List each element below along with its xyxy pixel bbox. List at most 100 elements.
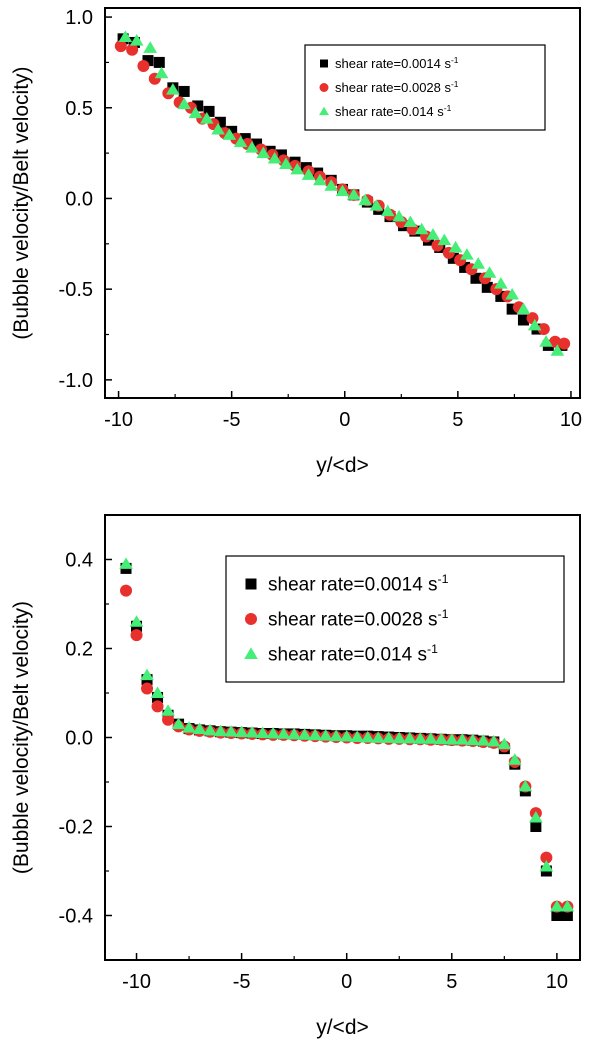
data-point — [214, 116, 226, 128]
data-point — [551, 910, 563, 921]
data-point — [251, 138, 263, 150]
data-point — [114, 40, 127, 53]
data-point — [129, 615, 144, 627]
data-point — [550, 900, 564, 912]
data-point — [161, 704, 175, 716]
data-point — [423, 732, 438, 744]
data-point — [508, 753, 522, 765]
data-point — [481, 281, 493, 293]
data-points — [114, 30, 571, 356]
y-tick-label: -1.0 — [59, 370, 93, 392]
x-axis-label: y/<d> — [316, 454, 369, 477]
legend: shear rate=0.0014 s-1 shear rate=0.0028 s… — [304, 44, 546, 131]
y-tick-label: 0.0 — [65, 188, 93, 210]
legend-label: shear rate=0.014 s-1 — [335, 103, 452, 119]
series-triangle — [118, 30, 565, 356]
data-point — [188, 106, 203, 119]
data-point — [518, 779, 533, 792]
data-point — [550, 344, 565, 356]
y-tick-label: -0.2 — [59, 817, 93, 839]
data-point — [540, 851, 553, 864]
data-point — [335, 184, 350, 197]
legend-marker — [245, 578, 257, 590]
data-points — [119, 557, 575, 921]
legend-marker — [244, 647, 258, 659]
data-point — [517, 314, 529, 326]
data-point — [437, 233, 452, 246]
y-tick-label: 1.0 — [65, 7, 93, 29]
data-point — [297, 728, 312, 740]
legend: shear rate=0.0014 s-1 shear rate=0.0028 s… — [225, 555, 565, 683]
x-tick-label: 0 — [339, 409, 350, 431]
data-point — [211, 122, 225, 135]
data-point — [213, 724, 228, 737]
x-tick-label: 0 — [341, 971, 352, 993]
data-point — [226, 125, 238, 137]
y-tick-label: 0.0 — [65, 728, 93, 750]
data-point — [529, 811, 543, 823]
data-point — [192, 722, 207, 734]
legend-box — [304, 44, 546, 131]
legend-label: shear rate=0.0014 s-1 — [335, 55, 459, 71]
x-tick-label: 10 — [560, 409, 582, 431]
data-point — [301, 168, 316, 180]
data-point — [222, 128, 237, 140]
data-point — [530, 821, 542, 832]
x-tick-label: 10 — [546, 971, 568, 993]
y-tick-label: -0.4 — [59, 906, 93, 928]
data-point — [476, 734, 491, 746]
data-point — [177, 97, 191, 110]
x-tick-label: 5 — [452, 409, 463, 431]
y-axis-label: (Bubble velocity/Belt velocity) — [10, 601, 33, 874]
data-point — [234, 725, 249, 738]
data-point — [381, 731, 396, 743]
data-point — [482, 266, 497, 278]
data-point — [403, 215, 418, 227]
y-tick-label: -0.5 — [59, 279, 93, 301]
legend-label-superscript: -1 — [438, 572, 449, 586]
data-point — [369, 199, 384, 211]
data-point — [142, 55, 154, 67]
data-point — [171, 717, 186, 730]
data-point — [313, 173, 327, 186]
data-point — [471, 257, 486, 269]
data-point — [561, 910, 573, 921]
data-point — [267, 151, 282, 164]
data-point — [455, 733, 470, 745]
data-point — [245, 726, 259, 738]
data-point — [371, 731, 386, 743]
data-point — [126, 43, 139, 56]
legend-label-superscript: -1 — [451, 79, 459, 89]
data-point — [426, 228, 440, 240]
data-point — [140, 668, 154, 681]
data-point — [459, 261, 471, 273]
legend-label: shear rate=0.0028 s-1 — [335, 79, 459, 95]
data-point — [448, 240, 463, 253]
data-point — [487, 734, 501, 747]
data-point — [380, 204, 395, 217]
data-point — [329, 729, 344, 742]
data-point — [505, 288, 519, 300]
data-point — [129, 34, 144, 46]
x-axis-label: y/<d> — [316, 1016, 369, 1039]
legend-label-superscript: -1 — [444, 103, 452, 113]
data-point — [414, 222, 429, 235]
data-point — [118, 30, 133, 42]
data-point — [256, 146, 271, 159]
data-point — [413, 732, 428, 744]
data-point — [137, 60, 150, 73]
data-point — [339, 730, 354, 742]
x-tick-label: -5 — [223, 409, 241, 431]
data-point — [392, 731, 407, 744]
data-point — [178, 85, 190, 97]
data-point — [402, 731, 417, 744]
data-point — [166, 83, 180, 95]
data-point — [465, 733, 480, 746]
data-point — [279, 157, 293, 169]
legend-label: shear rate=0.0028 s-1 — [268, 607, 449, 631]
data-point — [151, 700, 164, 713]
x-tick-label: -10 — [122, 971, 151, 993]
data-point — [324, 179, 339, 191]
